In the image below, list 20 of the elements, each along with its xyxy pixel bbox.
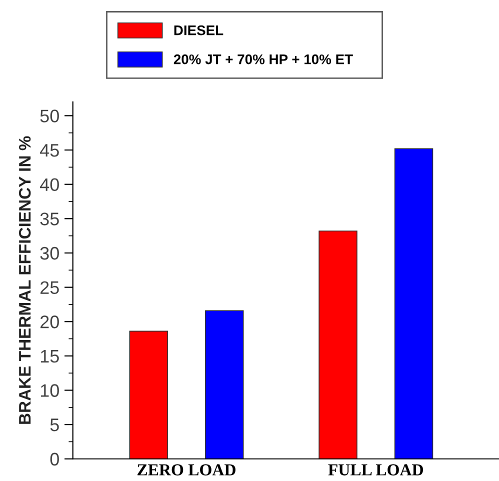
- y-tick-label: 20: [40, 316, 59, 328]
- y-tick-label: 50: [40, 110, 59, 122]
- legend-label: DIESEL: [174, 25, 224, 36]
- y-tick-label: 30: [40, 246, 59, 260]
- x-tick-label: FULL LOAD: [328, 464, 423, 476]
- y-tick-label: 10: [40, 384, 59, 397]
- y-tick-label: 45: [40, 144, 59, 157]
- bar: [205, 310, 244, 459]
- bar: [318, 230, 358, 459]
- y-tick-label: 35: [40, 212, 59, 226]
- y-tick-label: 25: [40, 281, 59, 294]
- legend-label: 20% JT + 70% HP + 10% ET: [174, 54, 353, 64]
- y-tick-label: 40: [40, 178, 59, 192]
- bar: [394, 148, 434, 459]
- y-axis-title: BRAKE THERMAL EFFICIENCY IN %: [18, 136, 31, 424]
- bar: [129, 330, 168, 459]
- y-tick-label: 0: [50, 452, 59, 466]
- y-tick-label: 5: [50, 418, 59, 432]
- y-tick-label: 15: [40, 350, 59, 363]
- x-tick-label: ZERO LOAD: [138, 464, 236, 476]
